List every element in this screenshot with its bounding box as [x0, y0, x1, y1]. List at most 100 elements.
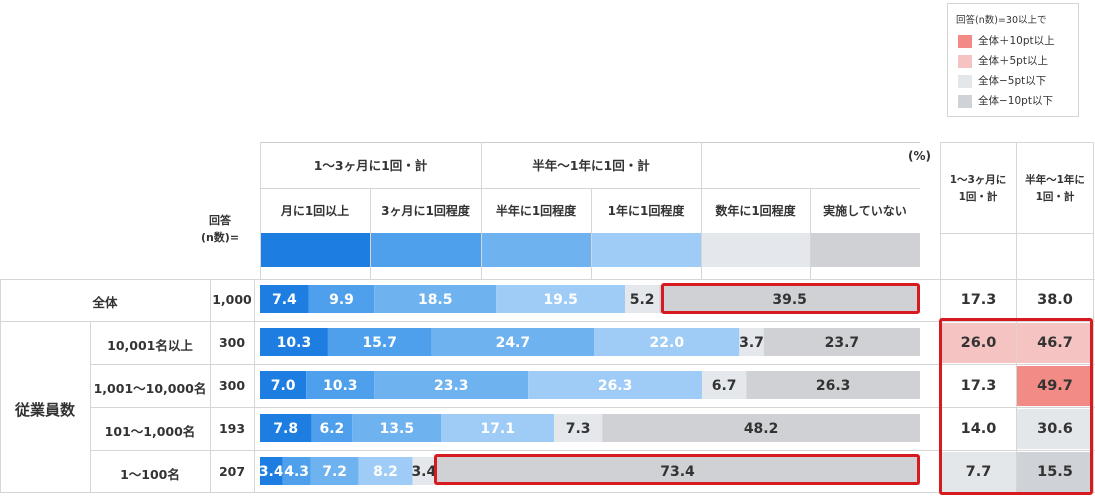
bar-segment	[260, 285, 309, 313]
side-value-half-year: 30.6	[1017, 409, 1093, 449]
bar-segment	[496, 285, 625, 313]
bar-segment	[358, 457, 413, 485]
header-group-1-3-months: 1～3ヶ月に1回・計	[260, 142, 481, 188]
grid-line	[0, 492, 1095, 493]
legend-label: 全体−10pt以下	[978, 95, 1053, 107]
legend: 回答(n数)=30以上で 全体＋10pt以上 全体＋5pt以上 全体−5pt以下…	[947, 3, 1079, 117]
bar-value-label: 3.7	[739, 335, 764, 351]
header-series: 3ヶ月に1回程度	[381, 204, 470, 218]
header-series: 実施していない	[823, 204, 907, 218]
side-value-half-year: 46.7	[1017, 323, 1093, 363]
bar-segment	[602, 414, 920, 442]
row-label: 1,001～10,000名	[93, 381, 207, 396]
header-series: 半年に1回程度	[495, 204, 577, 218]
side-value-half-year: 49.7	[1017, 366, 1093, 406]
bar-segment	[554, 414, 603, 442]
bar-segment	[763, 328, 920, 356]
header-group-half-year: 半年～1年に1回・計	[481, 142, 701, 188]
bar-segment	[435, 457, 920, 485]
legend-swatch	[958, 34, 972, 48]
legend-label: 全体＋10pt以上	[978, 35, 1055, 47]
header-series: 月に1回以上	[280, 204, 350, 218]
bar-value-label: 7.4	[272, 292, 297, 308]
grid-line	[210, 279, 211, 493]
side-header-1: 1～3ヶ月に	[949, 174, 1007, 186]
highlight-box	[939, 318, 1093, 495]
n-value: 1,000	[212, 292, 252, 307]
side-header-1: 1回・計	[958, 191, 998, 203]
grid-line	[90, 321, 91, 493]
grid-line	[0, 279, 1, 493]
legend-item: 全体−5pt以下	[958, 73, 1047, 88]
bar-value-label: 6.7	[712, 378, 737, 394]
row-label: 1～100名	[120, 467, 180, 482]
legend-swatch	[958, 74, 972, 88]
header-series: 1年に1回程度	[607, 204, 685, 218]
header-swatch	[370, 233, 481, 267]
bar-segment	[311, 414, 353, 442]
grid-line	[0, 279, 1095, 280]
grid-line	[90, 407, 1095, 408]
header-series: 数年に1回程度	[715, 204, 796, 218]
legend-item: 全体−10pt以下	[958, 93, 1053, 108]
bar-segment	[306, 371, 375, 399]
bar-value-label: 26.3	[816, 378, 851, 394]
bar-value-label: 23.3	[434, 378, 469, 394]
grid-line	[810, 189, 811, 279]
bar-segment	[739, 328, 764, 356]
bar-value-label: 73.4	[660, 464, 695, 480]
n-value: 207	[218, 464, 246, 479]
bar-value-label: 9.9	[329, 292, 354, 308]
grid-line	[90, 450, 1095, 451]
row-label: 10,001名以上	[107, 338, 193, 353]
header-swatch	[810, 233, 920, 267]
side-value-1-3-months: 7.7	[941, 452, 1016, 492]
bar-value-label: 7.8	[273, 421, 298, 437]
bar-value-label: 3.4	[411, 464, 436, 480]
side-value-1-3-months: 17.3	[960, 292, 997, 308]
side-value-1-3-months: 17.3	[960, 378, 997, 394]
highlight-box	[434, 454, 920, 485]
highlight-box	[661, 283, 920, 314]
percent-unit: (%)	[908, 149, 931, 163]
bar-segment	[308, 285, 375, 313]
group-label: 従業員数	[14, 401, 75, 419]
grid-line	[260, 188, 701, 189]
legend-label: 全体＋5pt以上	[978, 55, 1048, 67]
header-swatch	[591, 233, 701, 267]
row-label: 101～1,000名	[104, 424, 196, 439]
bar-value-label: 18.5	[418, 292, 453, 308]
bar-value-label: 6.2	[319, 421, 344, 437]
bar-segment	[260, 457, 283, 485]
n-label: (n数)=	[200, 231, 240, 244]
bar-value-label: 22.0	[650, 335, 685, 351]
n-value: 300	[218, 335, 246, 350]
bar-segment	[260, 414, 312, 442]
bar-segment	[624, 285, 660, 313]
bar-value-label: 48.2	[744, 421, 779, 437]
bar-segment	[412, 457, 436, 485]
bar-value-label: 17.1	[480, 421, 515, 437]
bar-value-label: 7.0	[271, 378, 296, 394]
bar-value-label: 10.3	[277, 335, 312, 351]
bar-segment	[431, 328, 595, 356]
side-value-half-year: 15.5	[1017, 452, 1093, 492]
grid-line	[701, 188, 920, 189]
side-header-2: 1回・計	[1035, 191, 1075, 203]
side-value-half-year: 38.0	[1037, 292, 1073, 308]
grid-line	[254, 279, 255, 493]
grid-line	[940, 233, 1094, 234]
grid-line	[1016, 142, 1017, 492]
bar-segment	[528, 371, 702, 399]
bar-value-label: 13.5	[380, 421, 415, 437]
bar-segment	[659, 285, 920, 313]
bar-value-label: 26.3	[598, 378, 633, 394]
bar-value-label: 7.3	[566, 421, 591, 437]
n-value: 193	[218, 421, 246, 436]
legend-label: 全体−5pt以下	[978, 75, 1047, 87]
legend-swatch	[958, 94, 972, 108]
n-value: 300	[218, 378, 246, 393]
side-header-2: 半年～1年に	[1025, 174, 1085, 186]
bar-segment	[260, 371, 307, 399]
